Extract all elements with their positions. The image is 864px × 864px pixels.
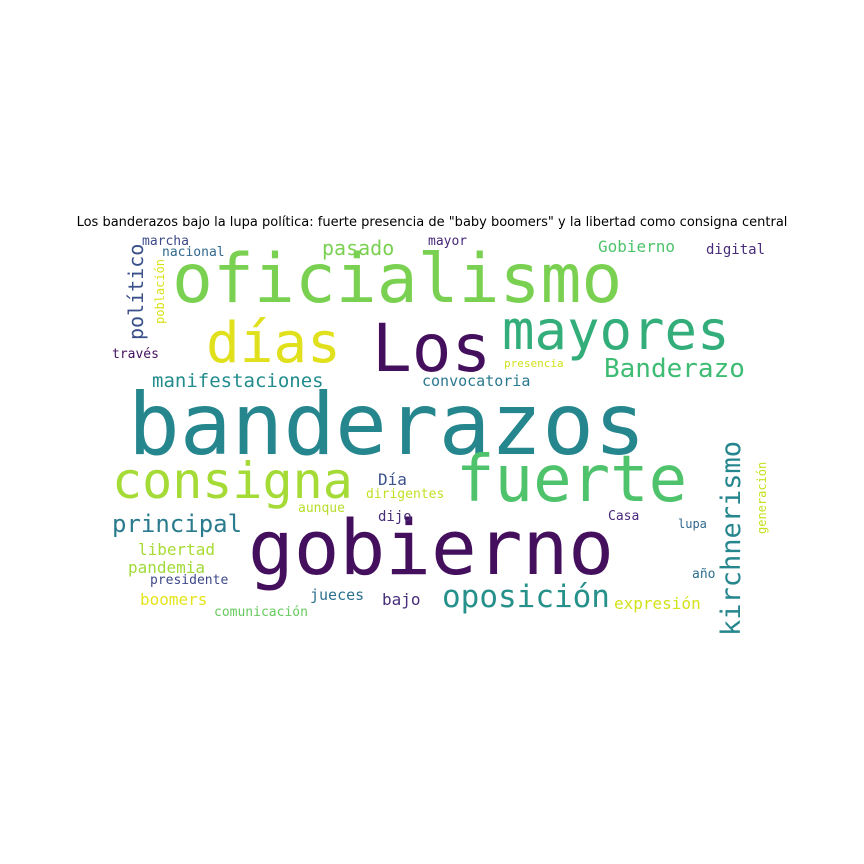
word-mayor: mayor [428,234,468,249]
word-oficialismo: oficialismo [172,240,623,319]
word-jueces: jueces [310,586,365,604]
word-comunicacion: comunicación [214,605,308,620]
word-bajo: bajo [382,590,421,609]
word-mayores: mayores [502,299,730,362]
word-fuerte: fuerte [456,443,688,517]
word-dirigentes: dirigentes [366,487,445,502]
word-poblacion: población [153,258,167,324]
word-casa: Casa [608,509,640,524]
word-cloud: banderazos gobierno oficialismo fuerte L… [100,234,774,636]
word-generacion: generación [755,461,769,534]
word-oposicion: oposición [442,579,610,615]
word-ano: año [692,567,716,582]
word-presencia: presencia [504,357,564,370]
word-libertad: libertad [138,540,216,559]
word-dias: días [206,311,341,376]
word-banderazo-2: Banderazo [604,354,745,384]
word-principal: principal [112,510,243,538]
word-banderazos: banderazos [128,375,646,475]
word-aunque: aunque [298,501,345,516]
word-gobierno-2: Gobierno [598,237,676,256]
word-digital: digital [706,242,766,258]
word-boomers: boomers [140,590,208,609]
word-nacional: nacional [162,245,225,260]
word-presidente: presidente [150,573,229,588]
word-traves: través [112,347,159,362]
word-consigna: consigna [112,452,353,510]
word-politico: político [124,243,148,340]
word-expresion: expresión [614,594,701,613]
word-marcha: marcha [142,234,189,249]
word-pandemia: pandemia [128,558,206,577]
word-pasado: pasado [322,236,395,260]
word-manifestaciones: manifestaciones [152,370,324,392]
word-dijo: dijo [378,509,412,525]
word-lupa: lupa [678,517,707,531]
word-gobierno: gobierno [248,503,615,592]
word-convocatoria: convocatoria [422,372,531,390]
chart-title: Los banderazos bajo la lupa política: fu… [76,215,788,230]
word-dia: Día [378,470,407,489]
word-los: Los [372,310,492,387]
word-kirchnerismo: kirchnerismo [716,440,747,636]
